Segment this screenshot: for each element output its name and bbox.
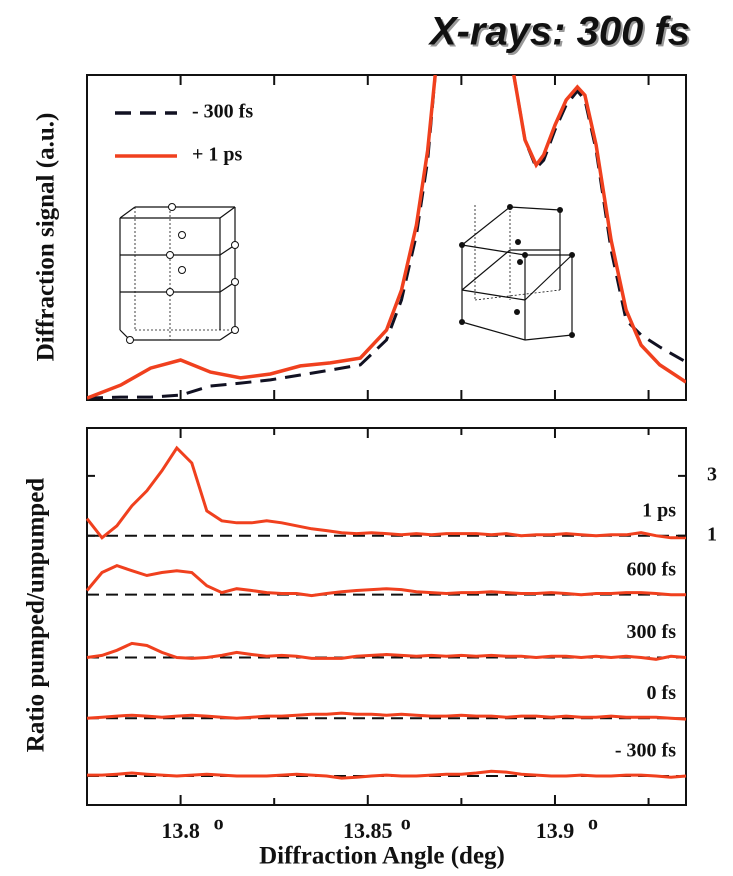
- y-tick-label: 3: [707, 463, 717, 485]
- y-tick-label: 1: [707, 523, 717, 545]
- chart-title: X-rays: 300 fs: [428, 10, 690, 54]
- legend-label: + 1 ps: [192, 144, 243, 166]
- series-line: [86, 641, 687, 661]
- series-label: 300 fs: [627, 621, 677, 643]
- top-frame: [86, 74, 687, 401]
- legend-label: - 300 fs: [192, 101, 253, 123]
- series-label: 600 fs: [627, 558, 677, 580]
- x-tick-label: 13.8: [161, 818, 200, 843]
- y-axis-label: Ratio pumped/unpumped: [23, 478, 50, 752]
- series-label: - 300 fs: [615, 740, 676, 762]
- x-tick-suffix: o: [214, 813, 224, 835]
- lattice-right: [459, 204, 575, 341]
- series-label: 0 fs: [647, 682, 677, 704]
- bottom-frame: [86, 427, 687, 806]
- title-shadow: X-rays: 300 fs: [430, 12, 692, 56]
- series-line: [87, 75, 686, 400]
- series-label: 1 ps: [642, 499, 676, 521]
- series-line: [86, 711, 687, 721]
- x-axis-label: Diffraction Angle (deg): [259, 843, 505, 870]
- x-tick-suffix: o: [588, 813, 598, 835]
- series-line: [85, 563, 686, 598]
- lattice-left: [119, 203, 239, 344]
- x-tick-suffix: o: [401, 813, 411, 835]
- x-tick-label: 13.9: [536, 818, 575, 843]
- plot-area: [87, 75, 686, 400]
- x-tick-label: 13.85: [343, 818, 393, 843]
- series-line: [87, 75, 686, 400]
- series-line: [87, 769, 687, 780]
- series-line: [85, 445, 686, 540]
- y-axis-label: Diffraction signal (a.u.): [33, 113, 60, 362]
